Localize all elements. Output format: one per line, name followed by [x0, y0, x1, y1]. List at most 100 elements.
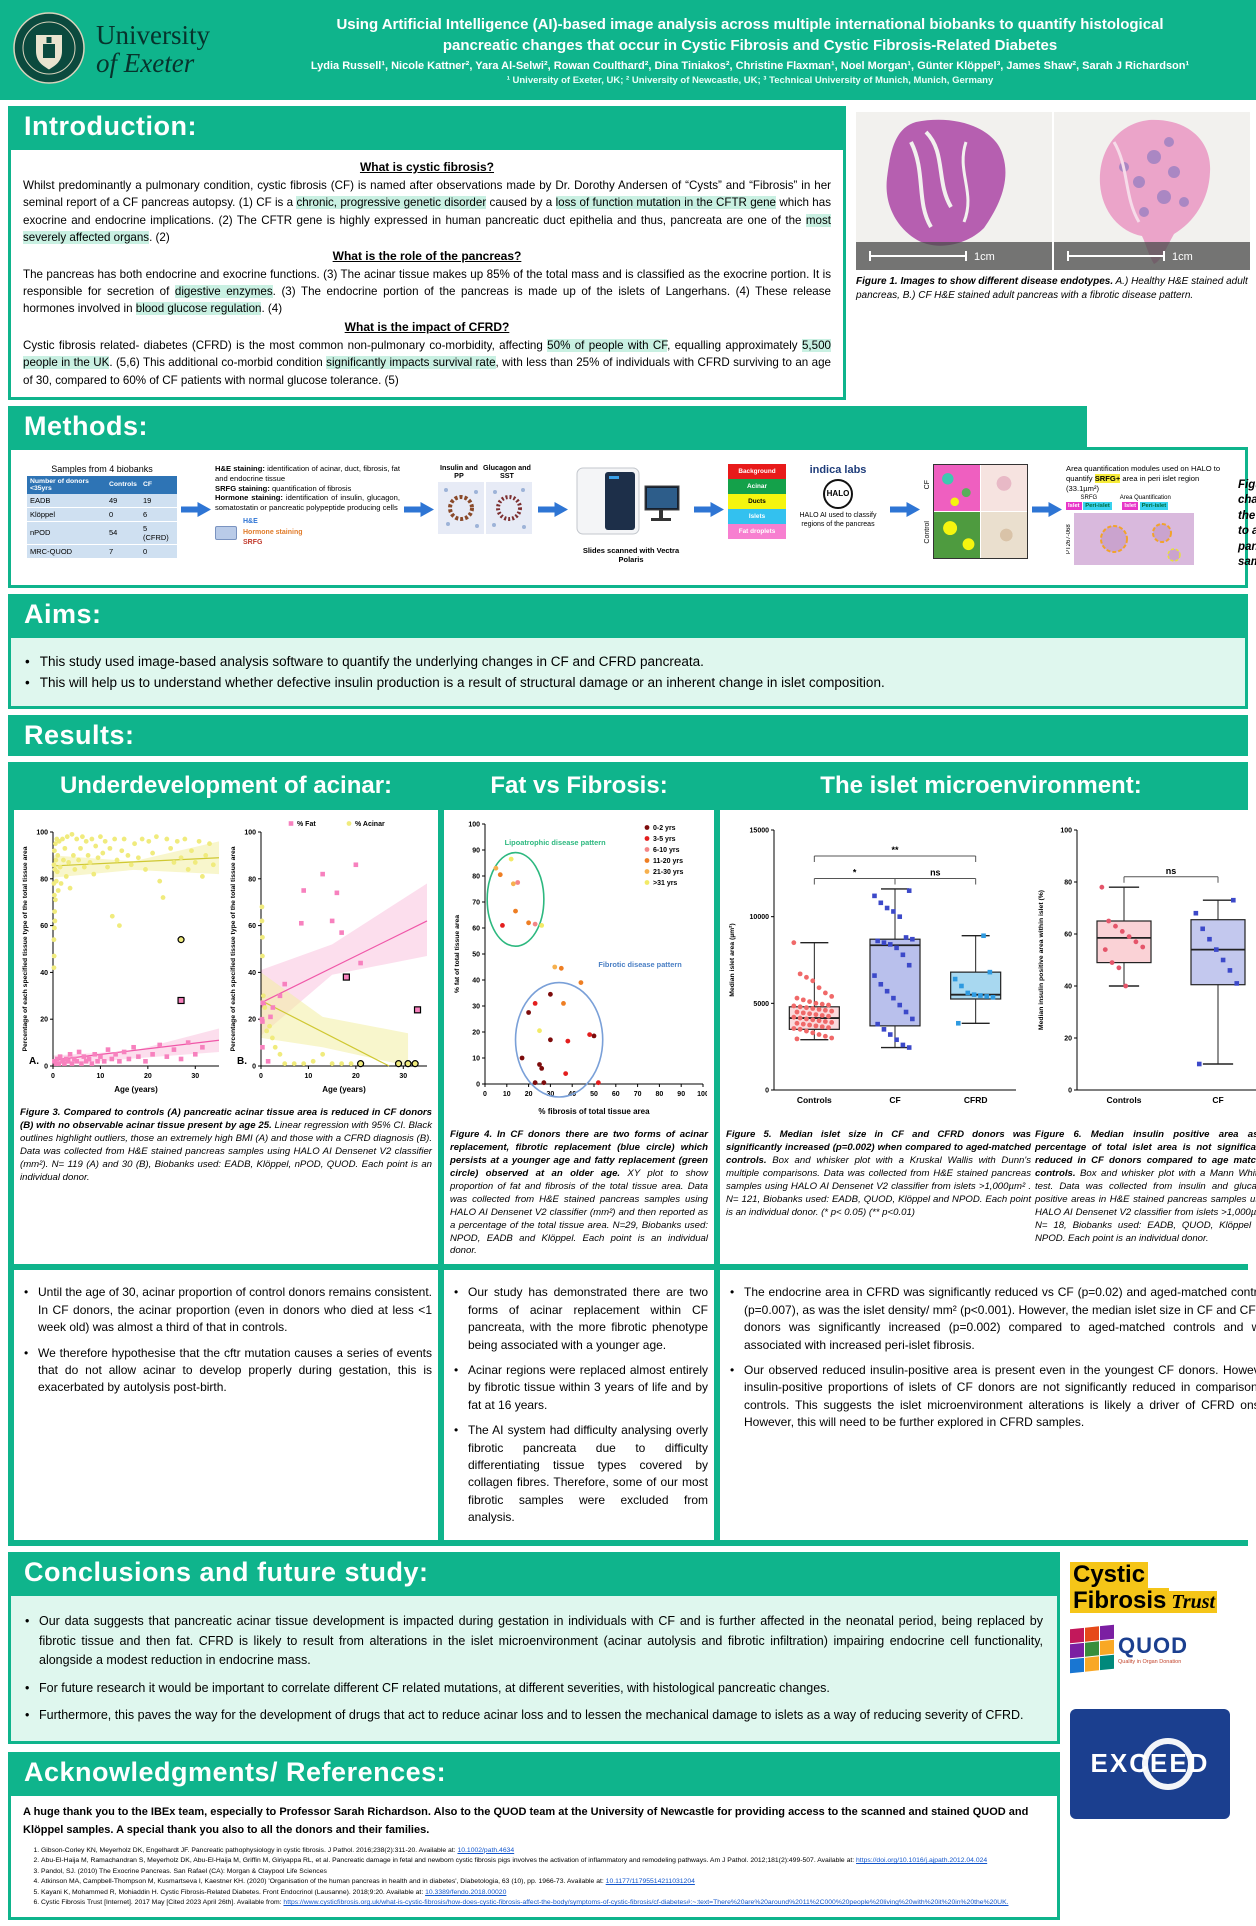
- stain-1-text: identification of acinar, duct, fibrosis…: [215, 463, 400, 483]
- svg-text:Percentage of each specified t: Percentage of each specified tissue type…: [230, 846, 237, 1051]
- reference-link[interactable]: https://www.cysticfibrosis.org.uk/what-i…: [283, 1899, 1009, 1907]
- cft-word-trust: Trust: [1169, 1590, 1218, 1613]
- svg-text:30: 30: [399, 1073, 407, 1080]
- svg-text:0: 0: [1068, 1088, 1072, 1095]
- figure1-images: 1cm 1cm: [856, 112, 1250, 270]
- svg-text:CFRD: CFRD: [964, 1095, 988, 1105]
- bottom-left-column: Conclusions and future study: Our data s…: [8, 1552, 1060, 1920]
- svg-text:80: 80: [1064, 880, 1072, 887]
- healthy-pancreas-image: 1cm: [856, 112, 1052, 270]
- svg-text:Median insulin positive area w: Median insulin positive area within isle…: [1038, 890, 1045, 1030]
- methods-body: Samples from 4 biobanks Number of donors…: [8, 446, 1256, 588]
- reference-link[interactable]: 10.1002/path.4634: [457, 1846, 515, 1854]
- aims-bullet: This study used image-based analysis sof…: [25, 654, 1231, 669]
- srfg-tag-group: SRFG Islet Peri-islet: [1066, 495, 1112, 511]
- control-he-image: [981, 511, 1027, 558]
- svg-text:ns: ns: [1166, 866, 1177, 876]
- figure1-caption-rest: A.) Healthy H&E stained adult pancreas, …: [856, 276, 1248, 301]
- cystic-fibrosis-trust-logo: Cystic Fibrosis Trust: [1070, 1562, 1248, 1613]
- crest-icon: [13, 11, 85, 84]
- ihc-images-block: Insulin and PP Glucagon and SST: [438, 463, 534, 535]
- svg-text:Lipoatrophic disease pattern: Lipoatrophic disease pattern: [505, 838, 607, 847]
- svg-text:0: 0: [476, 1082, 480, 1089]
- flow-arrow-icon: [694, 501, 724, 517]
- svg-text:100: 100: [1060, 828, 1072, 835]
- section-acknowledgments: Acknowledgments/ References: A huge than…: [8, 1752, 1060, 1920]
- svg-text:20: 20: [40, 1017, 48, 1024]
- stain-2-text: quantification of fibrosis: [269, 483, 352, 493]
- aims-body: This study used image-based analysis sof…: [8, 635, 1248, 709]
- svg-text:60: 60: [472, 926, 480, 933]
- cft-word-cystic: Cystic: [1070, 1562, 1149, 1588]
- figure1-caption: Figure 1. Images to show different disea…: [856, 275, 1250, 302]
- svg-text:Controls: Controls: [1107, 1095, 1142, 1105]
- svg-text:6-10 yrs: 6-10 yrs: [653, 847, 680, 854]
- section-introduction: Introduction: What is cystic fibrosis? W…: [8, 106, 1250, 400]
- intro-question-2: What is the role of the pancreas?: [332, 248, 522, 263]
- table-row: Klöppel 0 6: [27, 507, 177, 522]
- svg-text:30: 30: [472, 1004, 480, 1011]
- svg-text:1cm: 1cm: [974, 251, 995, 263]
- svg-text:A.: A.: [29, 1056, 39, 1067]
- figure4-caption: Figure 4. In CF donors there are two for…: [450, 1129, 708, 1257]
- svg-text:10: 10: [97, 1073, 105, 1080]
- figure3-cell: 0 10 20 30 0 20 40 60 80 100 Age (years) Percentage…: [14, 810, 438, 1265]
- svg-text:60: 60: [40, 923, 48, 930]
- svg-text:% fat of total tissue area: % fat of total tissue area: [454, 915, 461, 993]
- svg-text:Controls: Controls: [797, 1095, 832, 1105]
- halo-description: HALO AI used to classify regions of the …: [799, 511, 877, 528]
- svg-text:50: 50: [472, 952, 480, 959]
- scanner-block: Slides scanned with Vectra Polaris: [572, 464, 690, 564]
- table-row: EADB 49 19: [27, 493, 177, 508]
- reference-link[interactable]: https://doi.org/10.1016/j.ajpath.2012.04…: [856, 1857, 988, 1865]
- reference-item: Abu-El-Haija M, Ramachandran S, Meyerhol…: [41, 1856, 1045, 1867]
- svg-text:B.: B.: [237, 1056, 247, 1067]
- stain-label-hormone: Hormone staining: [243, 528, 303, 536]
- stain-label-he: H&E: [243, 518, 258, 526]
- reference-link[interactable]: 10.3389/fendo.2018.00020: [425, 1888, 507, 1896]
- exeter-crest-logo: [12, 11, 86, 90]
- srfg-group-title: SRFG: [1080, 495, 1098, 502]
- header-text: Using Artificial Intelligence (AI)-based…: [256, 14, 1244, 86]
- svg-text:20: 20: [472, 1030, 480, 1037]
- stain-label-srfg: SRFG: [243, 539, 263, 547]
- result-bullet: Our study has demonstrated there are two…: [454, 1284, 708, 1354]
- svg-text:1cm: 1cm: [1172, 251, 1193, 263]
- reference-link[interactable]: 10.1177/11795514211031204: [605, 1878, 695, 1886]
- svg-text:Age (years): Age (years): [114, 1085, 158, 1094]
- classified-images-block: CF Control: [924, 463, 1028, 559]
- islet-chip: Islet: [1066, 502, 1082, 511]
- references-list: Gibson-Corley KN, Meyerholz DK, Engelhar…: [23, 1846, 1045, 1909]
- results-body: Underdevelopment of acinar: Fat vs Fibro…: [8, 762, 1256, 1547]
- svg-text:0: 0: [252, 1064, 256, 1071]
- slide-icon: [215, 525, 237, 540]
- quod-cube-icon: [1070, 1624, 1114, 1674]
- conclusion-bullet: Our data suggests that pancreatic acinar…: [25, 1612, 1043, 1670]
- svg-text:100: 100: [36, 830, 48, 837]
- introduction-heading: Introduction:: [8, 106, 846, 147]
- classified-label-cf: CF: [924, 479, 931, 490]
- figure1-panel: 1cm 1cm Figure 1. Image: [856, 106, 1250, 302]
- classified-grid: [933, 463, 1028, 559]
- svg-text:80: 80: [472, 874, 480, 881]
- svg-text:0: 0: [44, 1064, 48, 1071]
- svg-text:>31 yrs: >31 yrs: [653, 880, 677, 887]
- stain-1-title: H&E staining:: [215, 463, 265, 473]
- svg-text:0: 0: [483, 1091, 487, 1098]
- control-classified-image: [934, 511, 980, 558]
- svg-text:Age (years): Age (years): [322, 1085, 366, 1094]
- svg-text:11-20 yrs: 11-20 yrs: [653, 858, 683, 865]
- islet-chip: Islet: [1122, 502, 1139, 511]
- section-results: Results:: [8, 715, 1248, 756]
- figure2-caption: Figure 2. Flow chart to show the pipelin…: [1238, 478, 1256, 569]
- figure6-caption: Figure 6. Median insulin positive area a…: [1035, 1129, 1256, 1244]
- legend-acinar: Acinar: [728, 478, 786, 494]
- aims-bullet: This will help us to understand whether …: [25, 675, 1231, 690]
- reference-item: Pandol, SJ. (2010) The Exocrine Pancreas…: [41, 1867, 1045, 1878]
- samples-title: Samples from 4 biobanks: [51, 463, 153, 474]
- peri-islet-image: [1074, 513, 1194, 566]
- svg-text:80: 80: [248, 876, 256, 883]
- svg-text:90: 90: [677, 1091, 685, 1098]
- cf-he-image: [981, 464, 1027, 511]
- university-logo-text: University of Exeter: [96, 22, 246, 77]
